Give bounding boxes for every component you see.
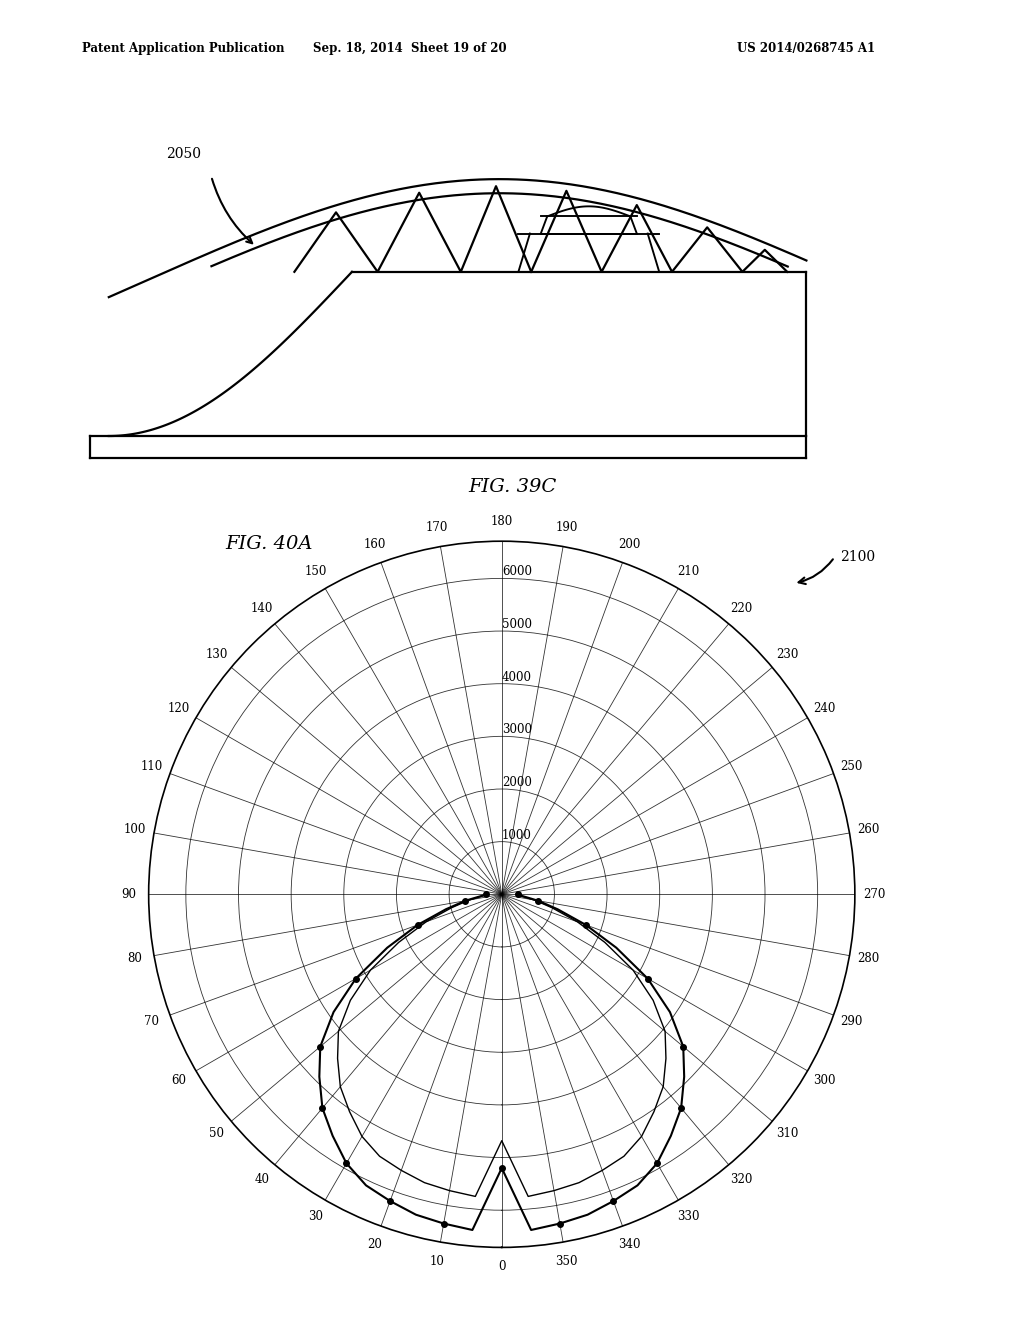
Text: Sep. 18, 2014  Sheet 19 of 20: Sep. 18, 2014 Sheet 19 of 20 bbox=[312, 42, 507, 55]
Text: FIG. 40A: FIG. 40A bbox=[225, 535, 312, 553]
Text: US 2014/0268745 A1: US 2014/0268745 A1 bbox=[737, 42, 876, 55]
Text: 2100: 2100 bbox=[840, 550, 874, 565]
Text: Patent Application Publication: Patent Application Publication bbox=[82, 42, 285, 55]
Text: FIG. 39C: FIG. 39C bbox=[468, 478, 556, 496]
Text: 2050: 2050 bbox=[166, 147, 202, 161]
